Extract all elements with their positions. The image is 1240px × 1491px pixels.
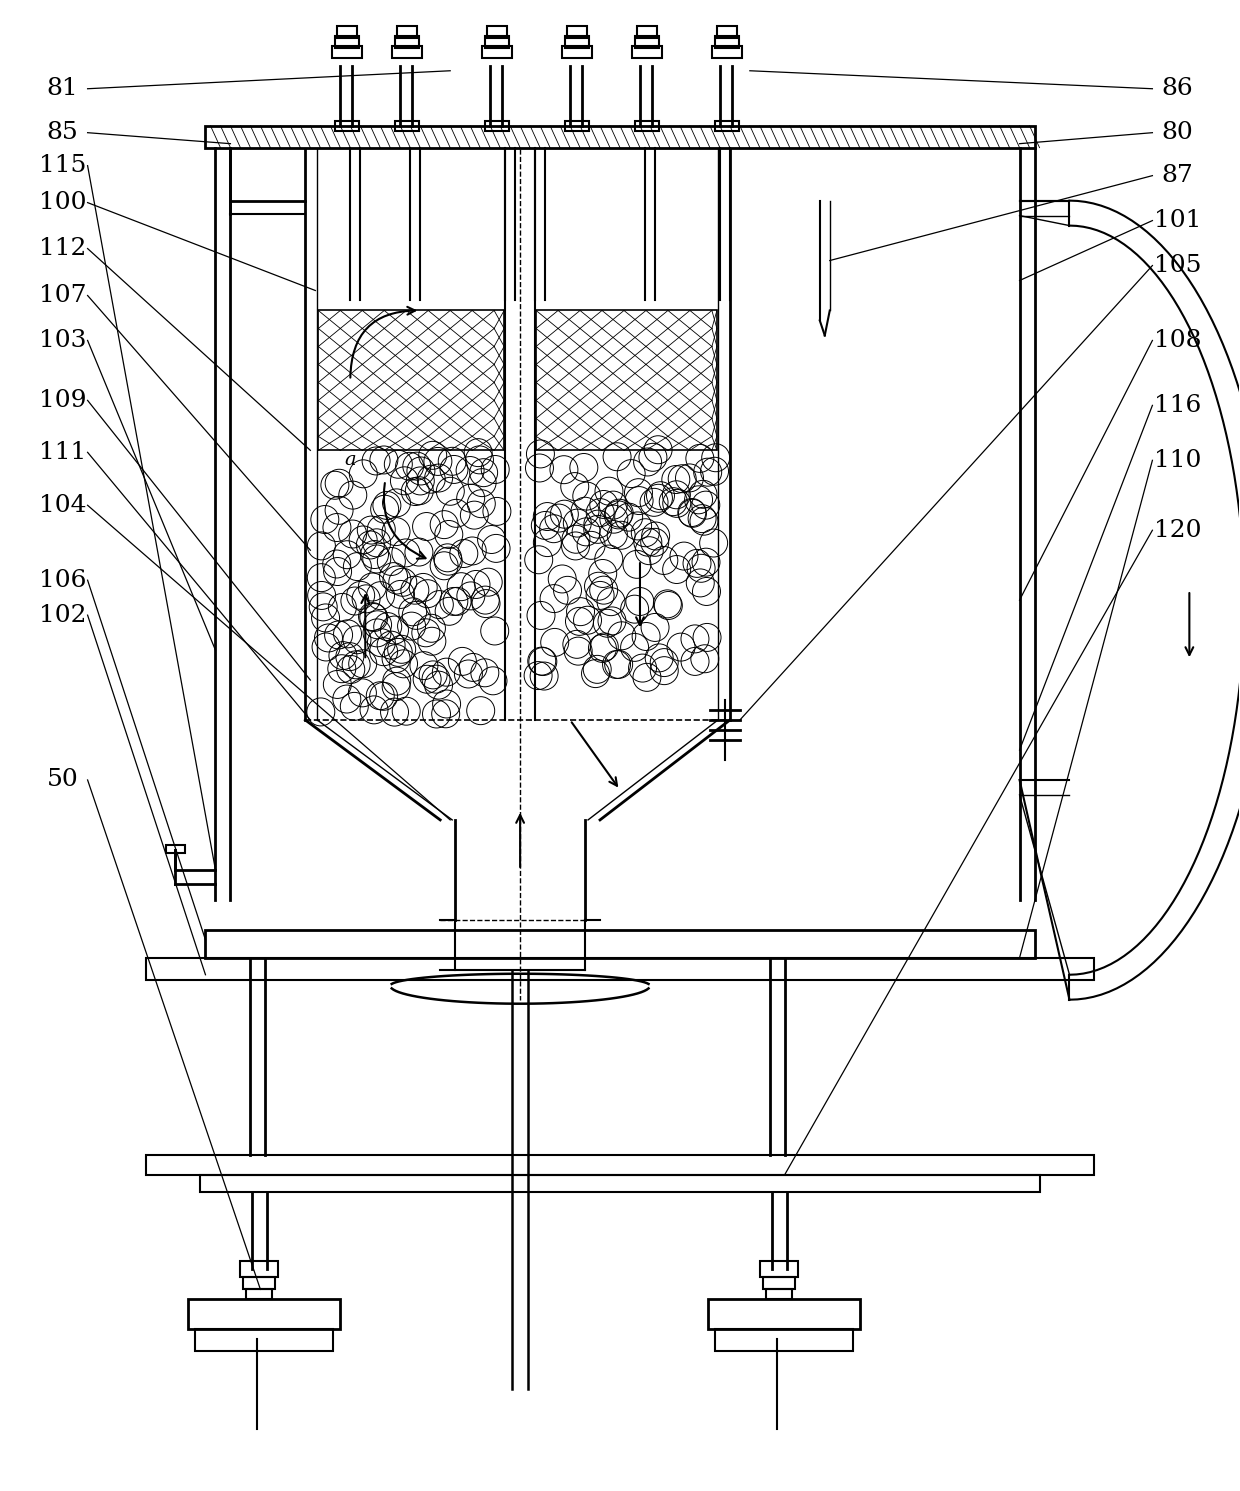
- Bar: [206, 930, 1034, 957]
- Text: 81: 81: [47, 78, 78, 100]
- Text: 50: 50: [47, 768, 78, 792]
- Text: 80: 80: [1162, 121, 1193, 145]
- Text: 109: 109: [38, 389, 87, 412]
- Bar: [335, 121, 360, 131]
- Text: 104: 104: [38, 494, 87, 517]
- Text: 112: 112: [38, 237, 87, 259]
- Bar: [715, 36, 739, 48]
- Bar: [247, 1290, 273, 1299]
- Text: 110: 110: [1153, 449, 1202, 471]
- Bar: [717, 25, 737, 37]
- Text: 105: 105: [1153, 253, 1202, 277]
- Bar: [165, 845, 186, 853]
- Text: 86: 86: [1162, 78, 1193, 100]
- Bar: [397, 25, 417, 37]
- Bar: [319, 310, 505, 450]
- Bar: [637, 25, 657, 37]
- Text: a: a: [345, 452, 356, 470]
- Bar: [763, 1278, 795, 1290]
- Text: 103: 103: [38, 330, 87, 352]
- Bar: [567, 25, 587, 37]
- Text: 115: 115: [38, 154, 87, 177]
- Bar: [188, 1299, 340, 1330]
- Bar: [562, 46, 591, 58]
- Bar: [635, 121, 658, 131]
- Bar: [485, 121, 510, 131]
- Text: 85: 85: [47, 121, 78, 145]
- Bar: [243, 1278, 275, 1290]
- Bar: [337, 25, 357, 37]
- Bar: [335, 36, 360, 48]
- Bar: [712, 46, 742, 58]
- Bar: [715, 1330, 853, 1351]
- Text: 87: 87: [1162, 164, 1193, 188]
- Bar: [485, 36, 510, 48]
- Bar: [565, 36, 589, 48]
- Text: 107: 107: [38, 283, 87, 307]
- Bar: [392, 46, 423, 58]
- Bar: [196, 1330, 334, 1351]
- Bar: [145, 957, 1095, 980]
- Bar: [145, 1154, 1095, 1175]
- Text: 116: 116: [1153, 394, 1202, 417]
- Bar: [396, 121, 419, 131]
- Bar: [632, 46, 662, 58]
- Text: 111: 111: [38, 441, 87, 464]
- Text: 102: 102: [38, 604, 87, 626]
- Text: 101: 101: [1153, 209, 1202, 233]
- Text: 100: 100: [38, 191, 87, 215]
- Bar: [708, 1299, 859, 1330]
- Bar: [635, 36, 658, 48]
- Bar: [715, 121, 739, 131]
- Bar: [565, 121, 589, 131]
- Text: 108: 108: [1153, 330, 1202, 352]
- Bar: [201, 1175, 1039, 1193]
- Bar: [760, 1261, 797, 1278]
- Text: 120: 120: [1153, 519, 1202, 541]
- Bar: [396, 36, 419, 48]
- Bar: [332, 46, 362, 58]
- Bar: [487, 25, 507, 37]
- Bar: [482, 46, 512, 58]
- Bar: [766, 1290, 792, 1299]
- Bar: [241, 1261, 279, 1278]
- Bar: [206, 125, 1034, 148]
- Text: 106: 106: [38, 568, 87, 592]
- Bar: [536, 310, 717, 450]
